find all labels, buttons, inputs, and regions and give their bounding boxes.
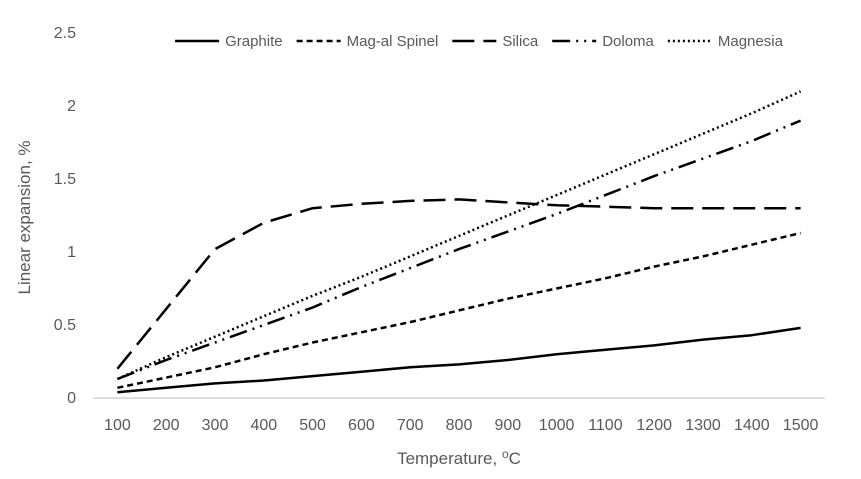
- y-tick-label: 2: [67, 98, 76, 115]
- x-tick-label: 1100: [588, 417, 623, 434]
- series-line-silica: [116, 198, 801, 370]
- x-axis-title-main: Temperature,: [397, 449, 502, 468]
- x-tick-label: 300: [202, 417, 229, 434]
- x-axis-title-sup: o: [502, 447, 509, 461]
- x-tick-label: 1400: [734, 417, 770, 434]
- y-tick-labels: 0 0.5 1 1.5 2 2.5: [54, 25, 76, 407]
- y-tick-label: 0.5: [54, 317, 76, 334]
- x-tick-label: 700: [397, 417, 424, 434]
- x-tick-labels: 100 200 300 400 500 600 700 800 900 1000 1100 1200 1…: [104, 417, 818, 434]
- series-line-doloma: [116, 119, 802, 381]
- x-axis-title-unit: C: [509, 449, 521, 468]
- x-tick-label: 1300: [685, 417, 721, 434]
- legend-label-doloma: Doloma: [602, 33, 654, 50]
- series-line-mag-al-spinel: [117, 231, 801, 390]
- x-axis-title: Temperature, oC: [397, 447, 521, 468]
- series-line-graphite: [117, 326, 801, 394]
- x-tick-label: 500: [299, 417, 326, 434]
- x-tick-label: 1500: [783, 417, 819, 434]
- series-line-magnesia: [116, 90, 802, 381]
- x-tick-label: 1200: [636, 417, 672, 434]
- y-tick-label: 1.5: [54, 171, 76, 188]
- x-tick-label: 800: [446, 417, 473, 434]
- y-tick-label: 1: [67, 244, 76, 261]
- x-tick-label: 100: [104, 417, 131, 434]
- y-tick-label: 2.5: [54, 25, 76, 42]
- x-tick-label: 400: [250, 417, 277, 434]
- legend-label-magnesia: Magnesia: [718, 33, 784, 50]
- y-tick-label: 0: [67, 390, 76, 407]
- legend-label-mag-al-spinel: Mag-al Spinel: [347, 33, 439, 50]
- y-axis-title: Linear expansion, %: [15, 140, 34, 294]
- x-tick-label: 900: [494, 417, 521, 434]
- x-tick-label: 600: [348, 417, 375, 434]
- series-lines: [116, 90, 802, 394]
- legend-label-silica: Silica: [502, 33, 539, 50]
- x-tick-label: 1000: [539, 417, 575, 434]
- x-tick-label: 200: [153, 417, 180, 434]
- legend: Graphite Mag-al Spinel Silica Doloma Magnesi…: [175, 33, 784, 50]
- legend-label-graphite: Graphite: [225, 33, 283, 50]
